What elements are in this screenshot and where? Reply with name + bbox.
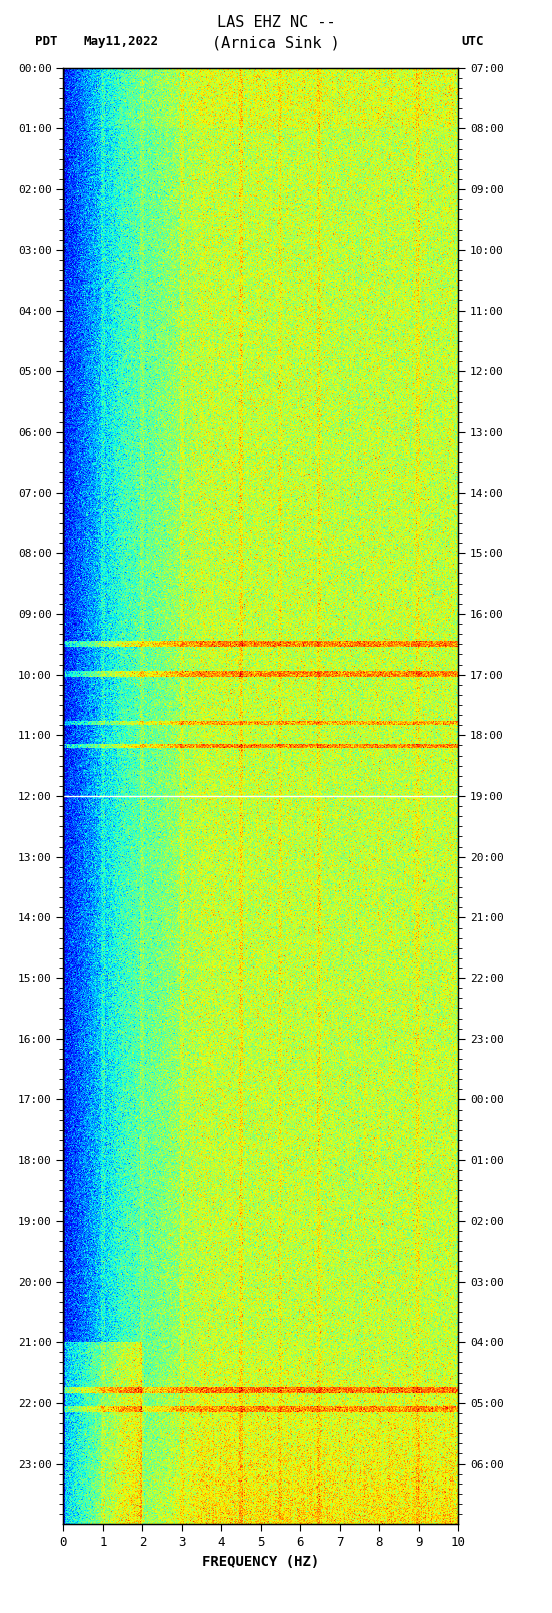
- Text: PDT: PDT: [35, 35, 58, 48]
- Text: LAS EHZ NC --: LAS EHZ NC --: [217, 15, 335, 29]
- Text: UTC: UTC: [461, 35, 484, 48]
- X-axis label: FREQUENCY (HZ): FREQUENCY (HZ): [202, 1555, 320, 1569]
- Text: May11,2022: May11,2022: [84, 35, 159, 48]
- Text: USGS: USGS: [5, 3, 45, 21]
- Text: (Arnica Sink ): (Arnica Sink ): [212, 35, 340, 50]
